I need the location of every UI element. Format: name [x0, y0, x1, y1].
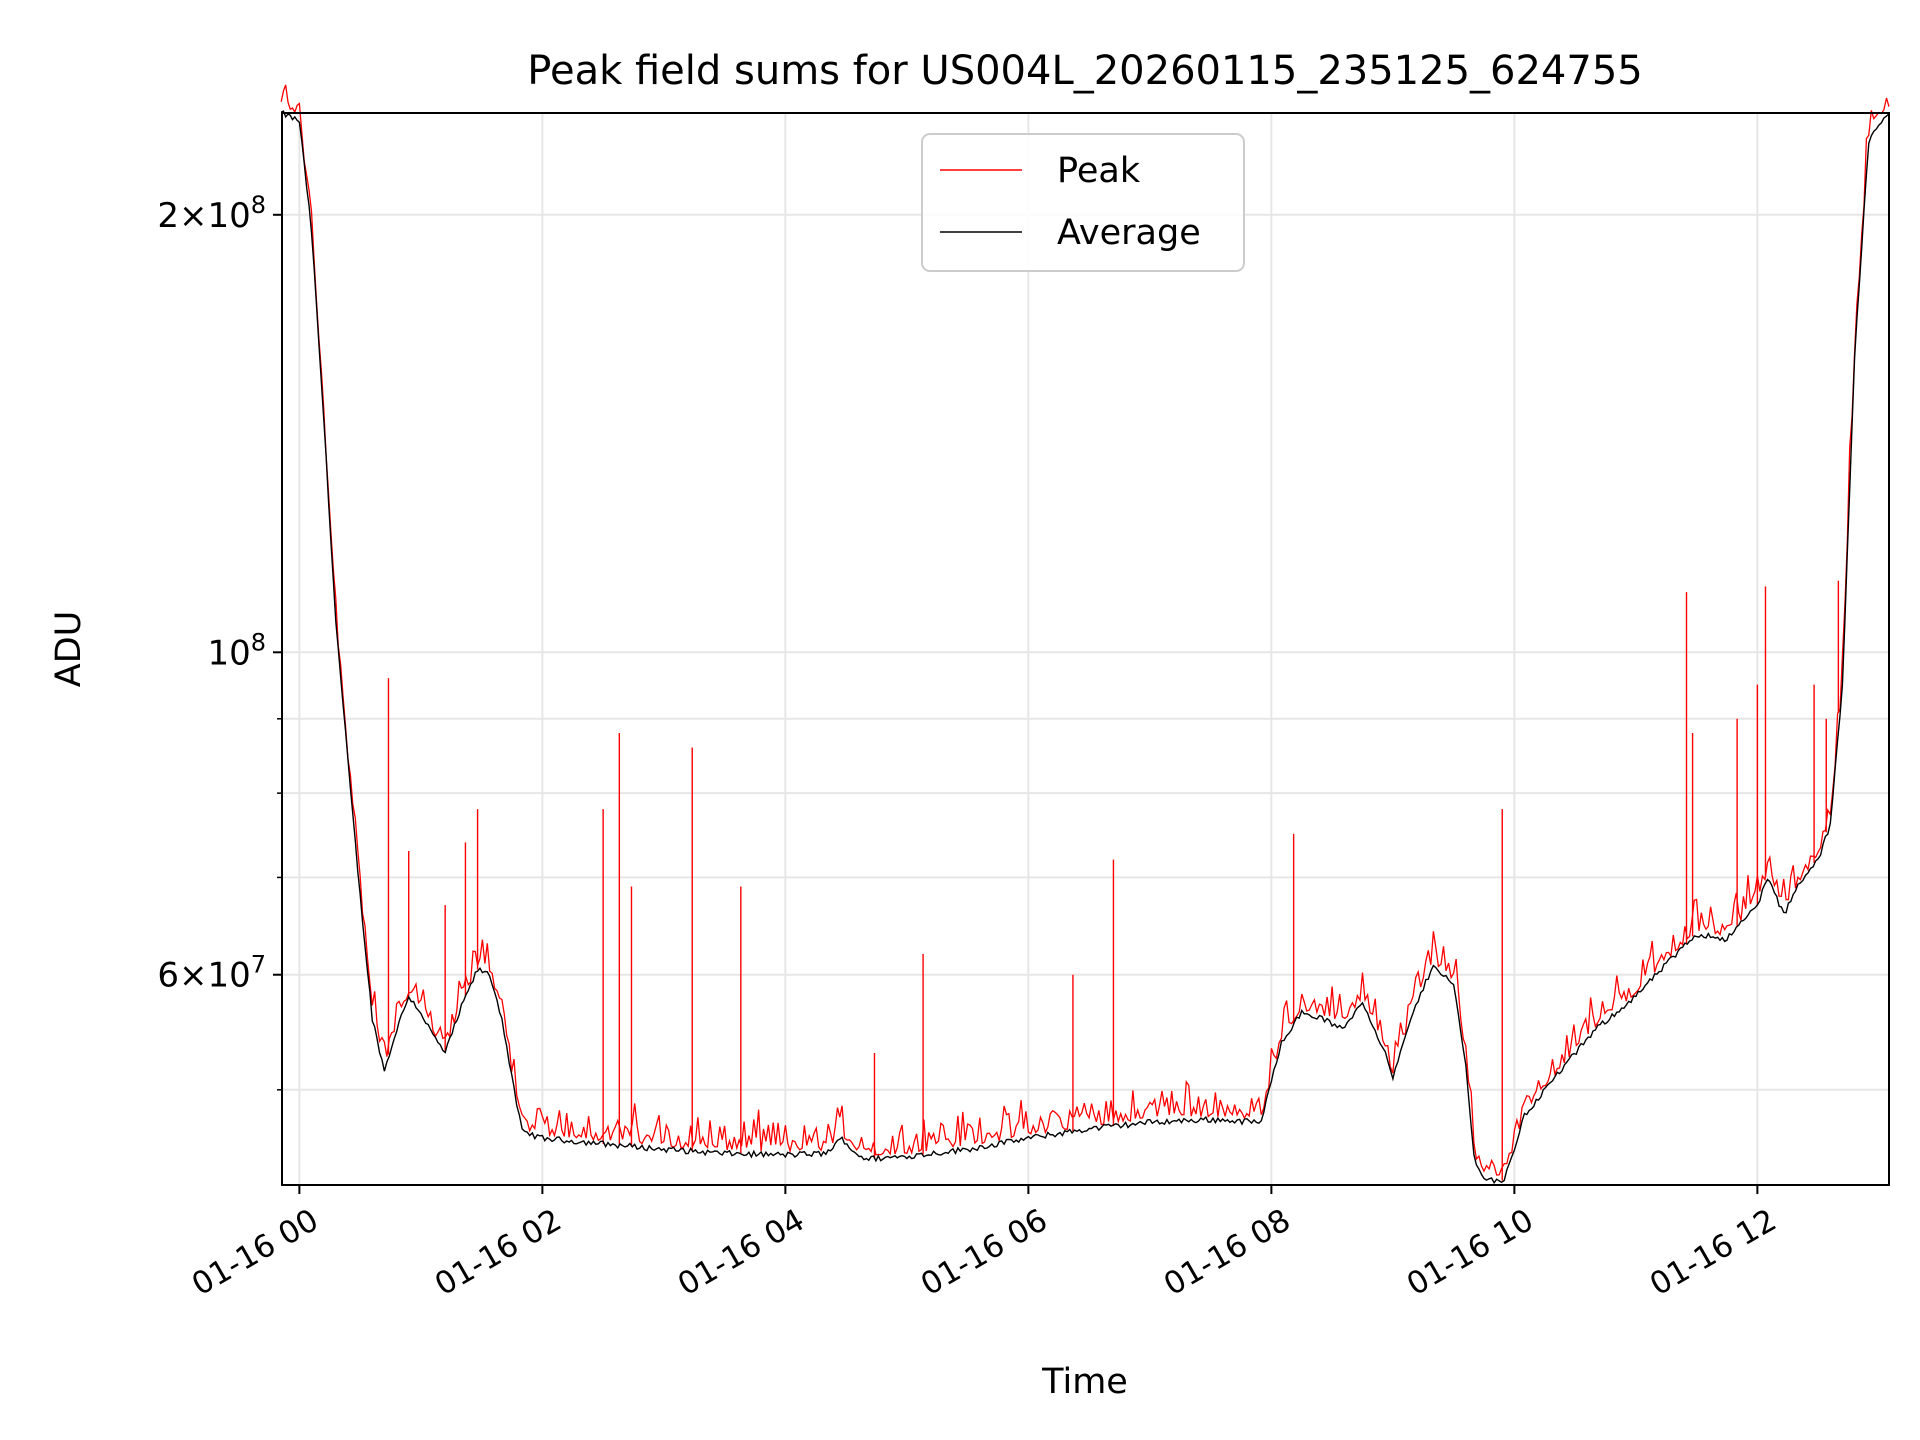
legend: Peak Average [921, 133, 1245, 272]
grid [282, 113, 1889, 1185]
y-axis: 2×108 108 6×107 [157, 191, 282, 1091]
plot-frame [281, 112, 1890, 1186]
y-tick-label: 2×108 [157, 191, 266, 236]
legend-average-label: Average [1057, 213, 1201, 253]
legend-box [921, 133, 1245, 272]
average-series-line [280, 110, 1890, 1185]
y-tick-label: 108 [207, 628, 266, 673]
plot-area [280, 84, 1890, 1185]
legend-peak-label: Peak [1057, 151, 1141, 191]
chart-title: Peak field sums for US004L_20260115_2351… [527, 48, 1642, 94]
y-axis-label: ADU [49, 611, 89, 688]
x-axis-label: Time [1041, 1362, 1128, 1402]
peak-series-line [280, 84, 1890, 1176]
y-tick-label: 6×107 [157, 951, 266, 996]
